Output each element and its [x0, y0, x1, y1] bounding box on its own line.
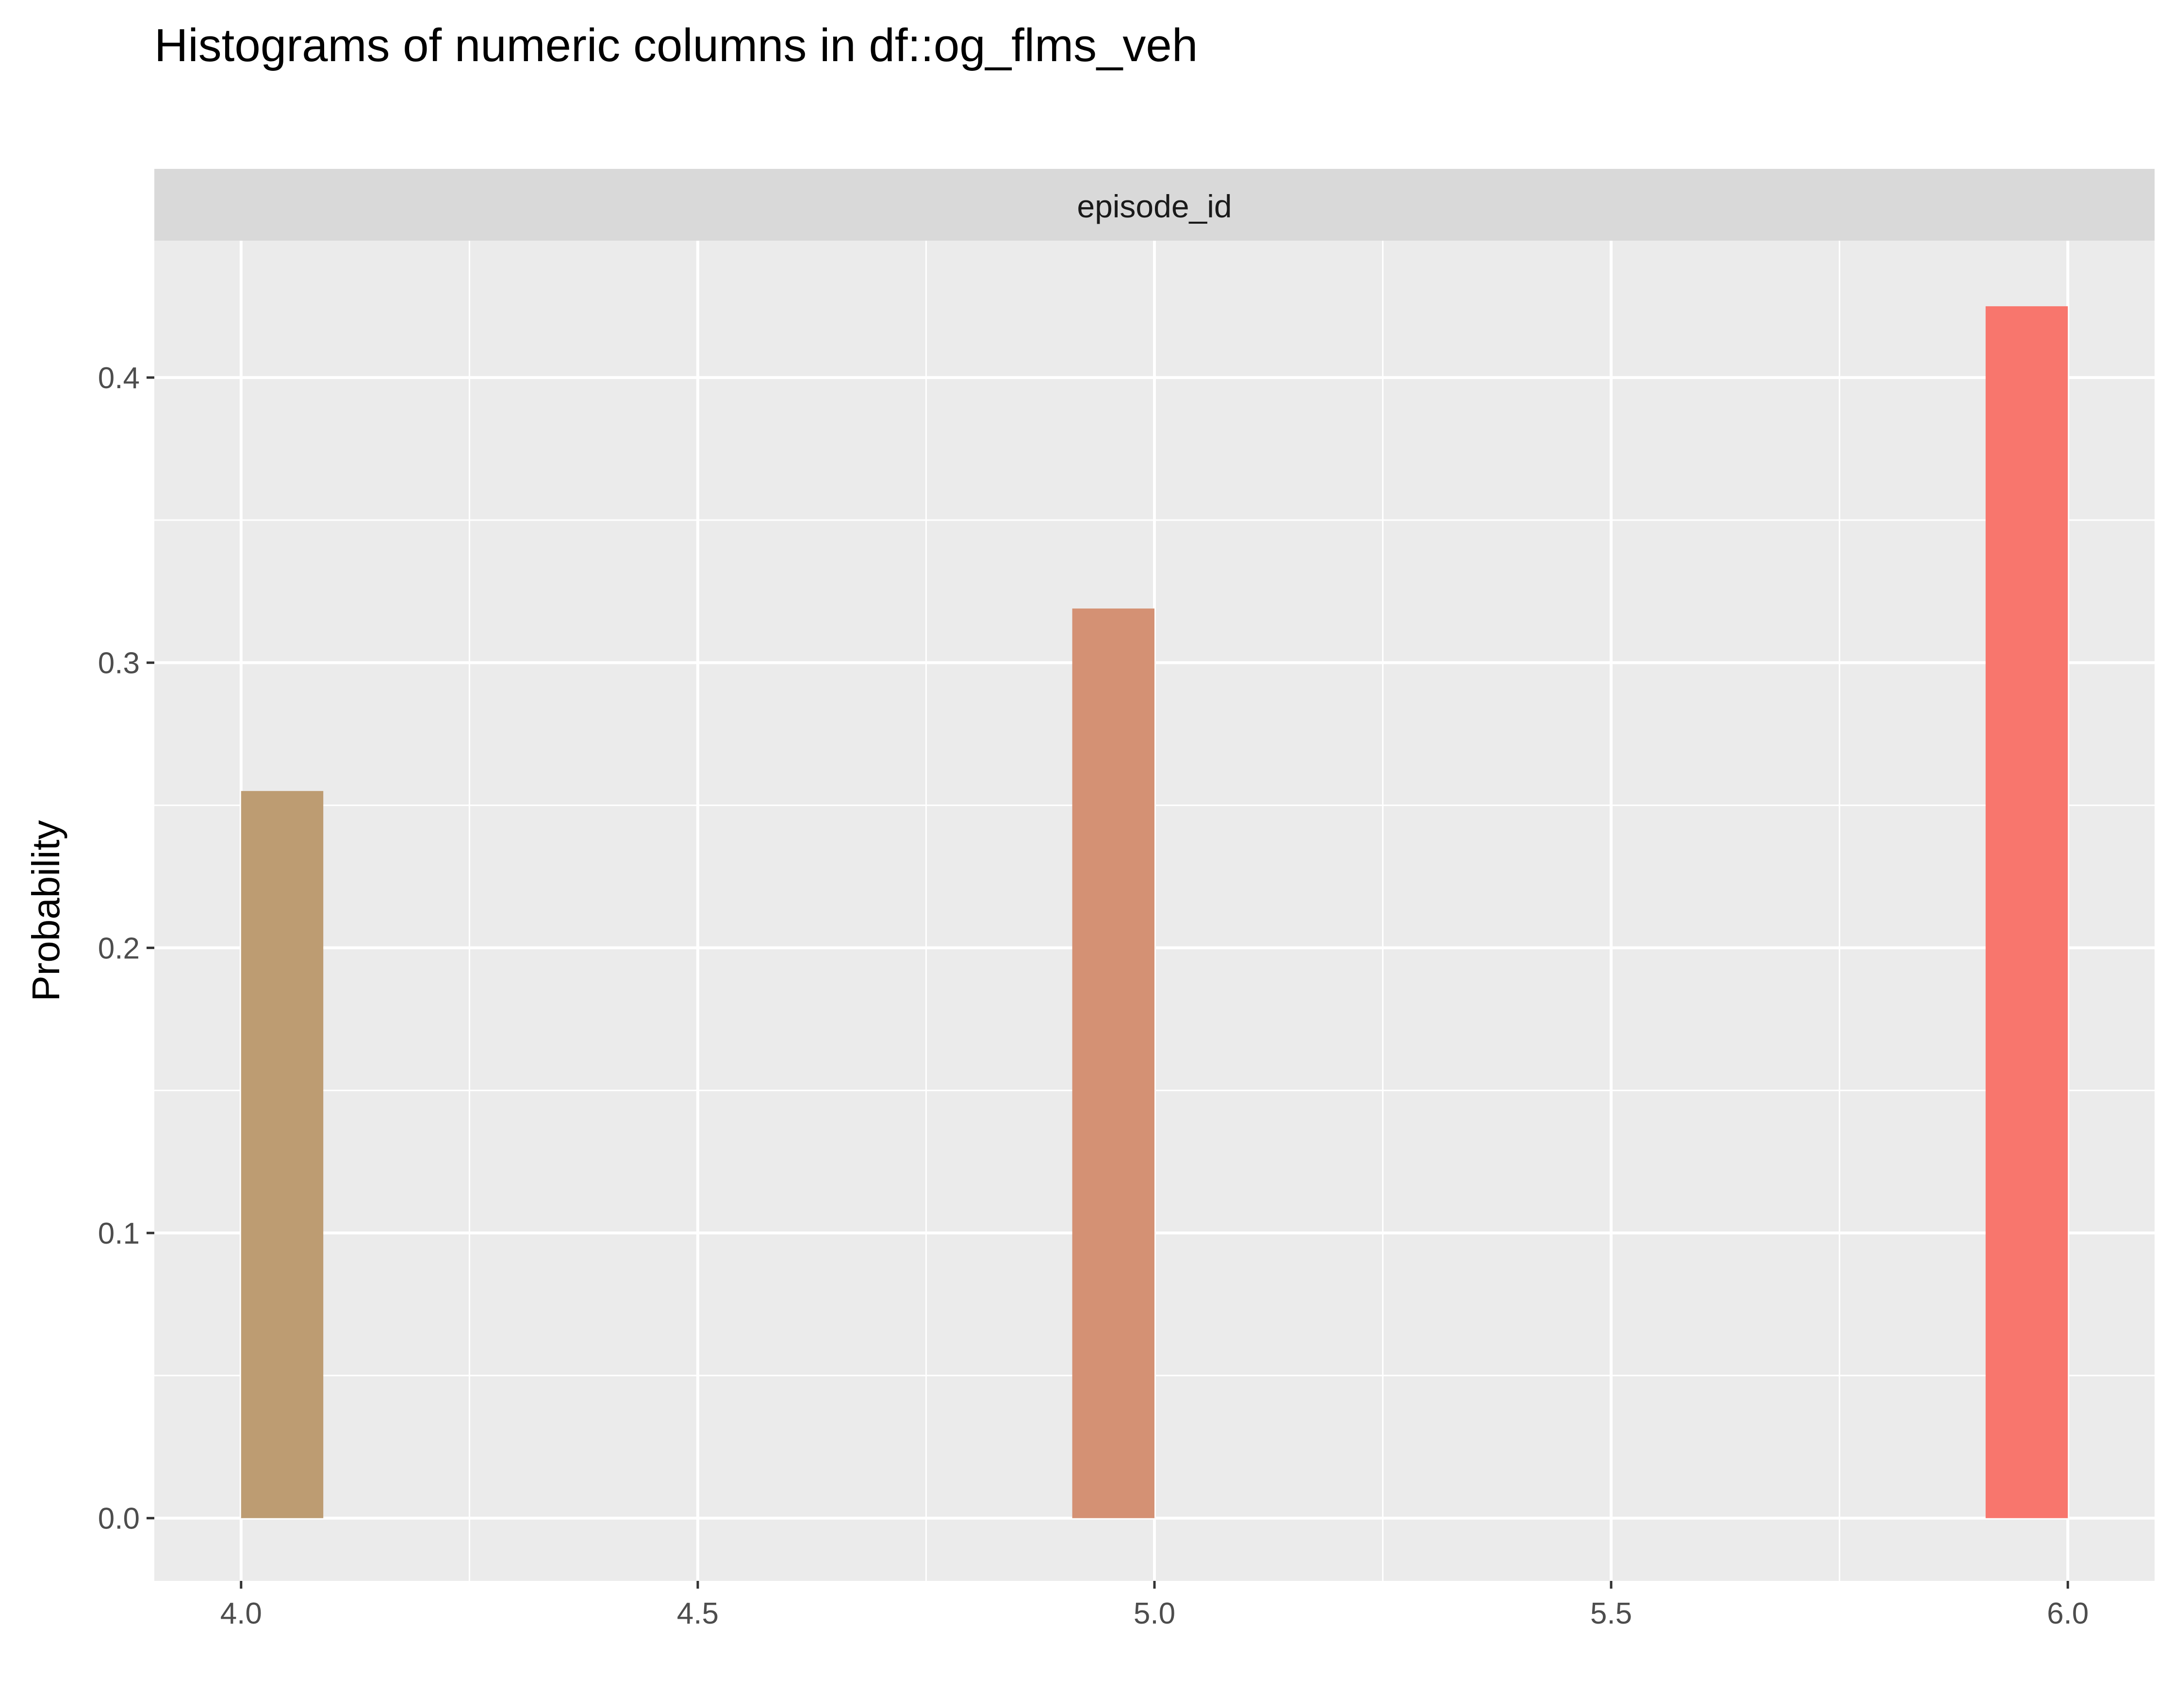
x-tick-label: 5.5 [1590, 1597, 1632, 1630]
axes: 4.0 4.5 5.0 5.5 6.0 0.0 0.1 0.2 0.3 0.4 [98, 361, 2089, 1630]
x-tick-label: 4.0 [220, 1597, 262, 1630]
y-tick-label: 0.0 [98, 1502, 140, 1536]
facet-strip-label: episode_id [1077, 188, 1232, 224]
chart-title: Histograms of numeric columns in df::og_… [154, 19, 1198, 71]
x-tick-label: 5.0 [1134, 1597, 1175, 1630]
facet-strip [154, 169, 2155, 241]
y-tick-label: 0.1 [98, 1217, 140, 1250]
y-axis-title: Probability [24, 820, 67, 1002]
x-tick-label: 4.5 [677, 1597, 719, 1630]
histogram-bars [241, 306, 2068, 1518]
y-tick-label: 0.3 [98, 647, 140, 680]
histogram-bar [1985, 306, 2068, 1518]
histogram-bar [1072, 608, 1154, 1518]
histogram-bar [241, 791, 324, 1518]
x-tick-label: 6.0 [2047, 1597, 2089, 1630]
y-tick-label: 0.4 [98, 361, 140, 395]
y-tick-label: 0.2 [98, 932, 140, 965]
